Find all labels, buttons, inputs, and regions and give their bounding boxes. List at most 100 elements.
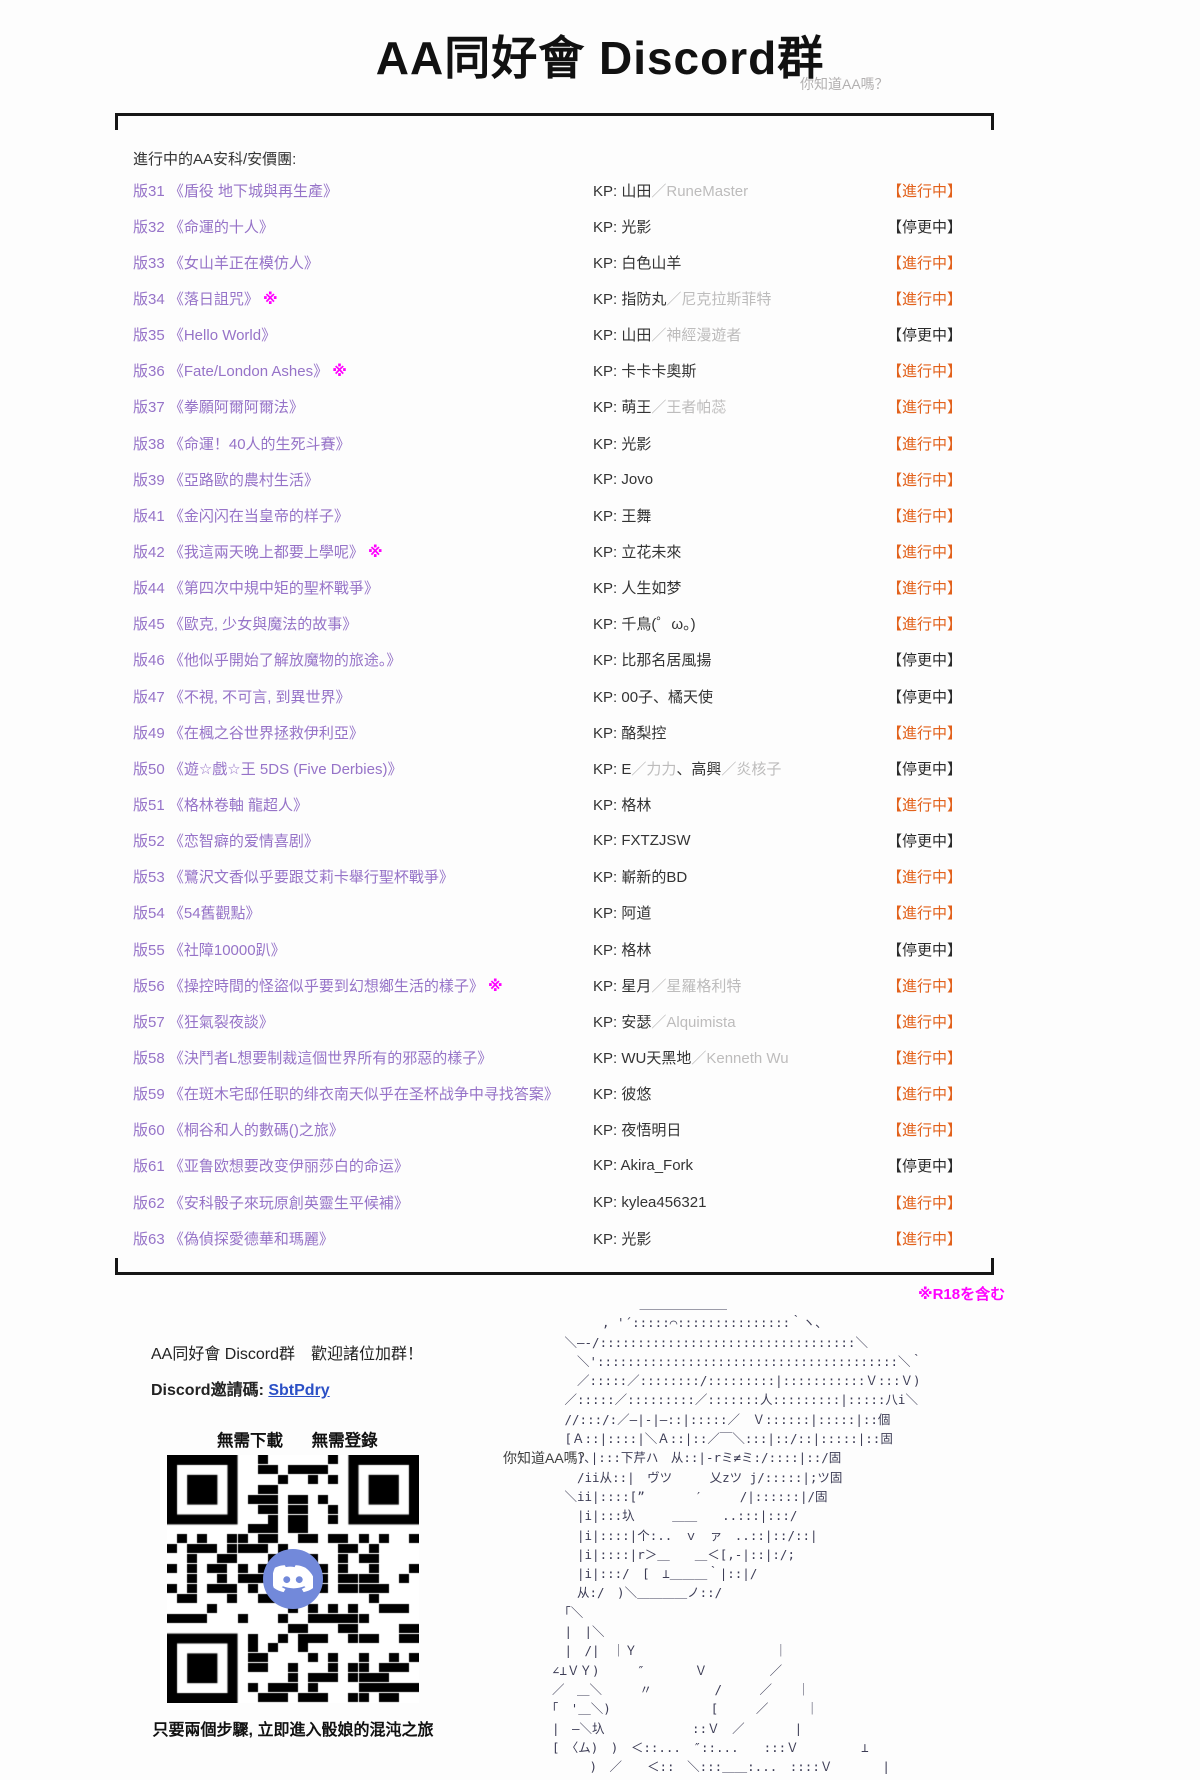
- thread-link[interactable]: 版51 《格林卷軸 龍超人》: [133, 796, 309, 814]
- kp-cell: KP: 千鳥(゜ω。): [593, 616, 696, 634]
- discord-mascot-icon: [273, 1565, 313, 1593]
- thread-link[interactable]: 版63 《偽偵探愛德華和瑪麗》: [133, 1230, 334, 1248]
- list-border-top: [115, 113, 994, 130]
- list-item: 版54 《54舊觀點》 KP: 阿道 【進行中】: [133, 895, 993, 931]
- kp-cell: KP: Akira_Fork: [593, 1157, 694, 1175]
- status-badge: 【停更中】: [887, 1158, 963, 1176]
- list-item: 版47 《不視, 不可言, 到異世界》 KP: 00子、橘天使 【停更中】: [133, 678, 993, 714]
- list-item: 版61 《亚鲁欧想要改变伊丽莎白的命运》 KP: Akira_Fork 【停更中】: [133, 1148, 993, 1184]
- status-badge: 【進行中】: [887, 724, 963, 742]
- thread-title-cell: 版57 《狂氣裂夜談》: [133, 1011, 593, 1032]
- r18-mark: ※: [483, 977, 503, 995]
- status-badge: 【進行中】: [887, 616, 963, 634]
- kp-cell: KP: 彼悠: [593, 1086, 652, 1104]
- thread-link[interactable]: 版33 《女山羊正在模仿人》: [133, 254, 319, 272]
- thread-title-cell: 版31 《盾役 地下城與再生產》: [133, 180, 593, 201]
- thread-title-cell: 版32 《命運的十人》: [133, 216, 593, 237]
- thread-link[interactable]: 版42 《我這兩天晚上都要上學呢》: [133, 543, 364, 561]
- list-item: 版58 《決鬥者L想要制裁這個世界所有的邪惡的樣子》 KP: WU天黑地／Kenn…: [133, 1039, 993, 1075]
- thread-link[interactable]: 版52 《恋智癖的爱情喜剧》: [133, 833, 319, 851]
- tagline-bottom: 你知道AA嗎？: [503, 1450, 592, 1466]
- thread-title-cell: 版34 《落日詛咒》 ※: [133, 288, 593, 309]
- list-item: 版60 《桐谷和人的數碼()之旅》 KP: 夜悟明日 【進行中】: [133, 1112, 993, 1148]
- list-header: 進行中的AA安科/安價團:: [133, 151, 297, 168]
- status-badge: 【進行中】: [887, 363, 963, 381]
- thread-link[interactable]: 版49 《在楓之谷世界拯救伊利亞》: [133, 724, 364, 742]
- thread-link[interactable]: 版34 《落日詛咒》: [133, 290, 259, 308]
- thread-link[interactable]: 版61 《亚鲁欧想要改变伊丽莎白的命运》: [133, 1158, 409, 1176]
- kp-cell: KP: 格林: [593, 796, 652, 814]
- kp-cell: KP: WU天黑地／Kenneth Wu: [593, 1049, 789, 1067]
- kp-cell: KP: 安瑟／Alquimista: [593, 1013, 736, 1031]
- thread-link[interactable]: 版36 《Fate/London Ashes》: [133, 363, 329, 381]
- kp-cell: KP: 山田／神經漫遊者: [593, 327, 742, 345]
- thread-title-cell: 版51 《格林卷軸 龍超人》: [133, 794, 593, 815]
- kp-cell: KP: 人生如梦: [593, 580, 682, 598]
- thread-link[interactable]: 版45 《歐克, 少女與魔法的故事》: [133, 616, 358, 634]
- kp-cell: KP: 光影: [593, 1230, 652, 1248]
- thread-link[interactable]: 版58 《決鬥者L想要制裁這個世界所有的邪惡的樣子》: [133, 1049, 493, 1067]
- thread-title-cell: 版46 《他似乎開始了解放魔物的旅途。》: [133, 649, 593, 670]
- thread-link[interactable]: 版59 《在斑木宅邸任职的绯衣南天似乎在圣杯战争中寻找答案》: [133, 1086, 559, 1104]
- thread-title-cell: 版55 《社障10000趴》: [133, 939, 593, 960]
- list-item: 版46 《他似乎開始了解放魔物的旅途。》 KP: 比那名居風揚 【停更中】: [133, 642, 993, 678]
- no-download-label: 無需下載: [217, 1432, 283, 1450]
- thread-link[interactable]: 版54 《54舊觀點》: [133, 905, 261, 923]
- thread-link[interactable]: 版35 《Hello World》: [133, 327, 277, 345]
- thread-title-cell: 版38 《命運！40人的生死斗賽》: [133, 433, 593, 454]
- list-item: 版38 《命運！40人的生死斗賽》 KP: 光影 【進行中】: [133, 425, 993, 461]
- kp-cell: KP: 嶄新的BD: [593, 869, 688, 887]
- thread-link[interactable]: 版46 《他似乎開始了解放魔物的旅途。》: [133, 652, 402, 670]
- thread-link[interactable]: 版47 《不視, 不可言, 到異世界》: [133, 688, 351, 706]
- thread-title-cell: 版44 《第四次中規中矩的聖杯戰爭》: [133, 577, 593, 598]
- thread-link[interactable]: 版32 《命運的十人》: [133, 218, 274, 236]
- r18-note: ※R18を含む: [918, 1286, 1006, 1303]
- thread-title-cell: 版35 《Hello World》: [133, 324, 593, 345]
- list-item: 版37 《拳願阿爾阿爾法》 KP: 萌王／王者帕蕊 【進行中】: [133, 389, 993, 425]
- list-item: 版42 《我這兩天晚上都要上學呢》 ※ KP: 立花未來 【進行中】: [133, 533, 993, 569]
- kp-cell: KP: 山田／RuneMaster: [593, 182, 749, 200]
- kp-cell: KP: 夜悟明日: [593, 1122, 682, 1140]
- kp-cell: KP: 光影: [593, 218, 652, 236]
- thread-link[interactable]: 版57 《狂氣裂夜談》: [133, 1013, 274, 1031]
- thread-link[interactable]: 版39 《亞路歐的農村生活》: [133, 471, 319, 489]
- tagline-top: 你知道AA嗎？: [800, 76, 889, 92]
- list-item: 版62 《安科骰子來玩原創英靈生平候補》 KP: kylea456321 【進行中】: [133, 1184, 993, 1220]
- invite-label: Discord邀請碼:: [151, 1382, 269, 1399]
- list-item: 版63 《偽偵探愛德華和瑪麗》 KP: 光影 【進行中】: [133, 1220, 993, 1256]
- status-badge: 【進行中】: [887, 1013, 963, 1031]
- kp-cell: KP: kylea456321: [593, 1193, 707, 1211]
- status-badge: 【進行中】: [887, 507, 963, 525]
- thread-link[interactable]: 版56 《操控時間的怪盜似乎要到幻想鄉生活的樣子》: [133, 977, 484, 995]
- invite-code-link[interactable]: SbtPdry: [268, 1382, 330, 1399]
- list-item: 版57 《狂氣裂夜談》 KP: 安瑟／Alquimista 【進行中】: [133, 1003, 993, 1039]
- thread-link[interactable]: 版31 《盾役 地下城與再生產》: [133, 182, 339, 200]
- steps-line: 無需下載 無需登錄: [217, 1427, 378, 1451]
- thread-link[interactable]: 版53 《鷺沢文香似乎要跟艾莉卡舉行聖杯戰爭》: [133, 869, 454, 887]
- status-badge: 【停更中】: [887, 688, 963, 706]
- thread-link[interactable]: 版60 《桐谷和人的數碼()之旅》: [133, 1122, 344, 1140]
- status-badge: 【進行中】: [887, 1194, 963, 1212]
- kp-cell: KP: Jovo: [593, 470, 654, 488]
- thread-title-cell: 版63 《偽偵探愛德華和瑪麗》: [133, 1228, 593, 1249]
- thread-link[interactable]: 版62 《安科骰子來玩原創英靈生平候補》: [133, 1194, 409, 1212]
- thread-link[interactable]: 版50 《遊☆戲☆王 5DS (Five Derbies)》: [133, 760, 403, 778]
- thread-link[interactable]: 版44 《第四次中規中矩的聖杯戰爭》: [133, 580, 379, 598]
- status-badge: 【進行中】: [887, 1122, 963, 1140]
- thread-link[interactable]: 版55 《社障10000趴》: [133, 941, 286, 959]
- status-badge: 【進行中】: [887, 399, 963, 417]
- list-item: 版32 《命運的十人》 KP: 光影 【停更中】: [133, 208, 993, 244]
- thread-link[interactable]: 版38 《命運！40人的生死斗賽》: [133, 435, 351, 453]
- kp-cell: KP: 00子、橘天使: [593, 688, 714, 706]
- thread-link[interactable]: 版41 《金闪闪在当皇帝的样子》: [133, 507, 349, 525]
- list-border-bottom: [115, 1258, 994, 1275]
- status-badge: 【進行中】: [887, 254, 963, 272]
- thread-title-cell: 版42 《我這兩天晚上都要上學呢》 ※: [133, 541, 593, 562]
- status-badge: 【進行中】: [887, 905, 963, 923]
- kp-cell: KP: 阿道: [593, 905, 652, 923]
- thread-link[interactable]: 版37 《拳願阿爾阿爾法》: [133, 399, 304, 417]
- list-item: 版45 《歐克, 少女與魔法的故事》 KP: 千鳥(゜ω。) 【進行中】: [133, 606, 993, 642]
- list-item: 版51 《格林卷軸 龍超人》 KP: 格林 【進行中】: [133, 786, 993, 822]
- thread-title-cell: 版59 《在斑木宅邸任职的绯衣南天似乎在圣杯战争中寻找答案》: [133, 1083, 593, 1104]
- status-badge: 【進行中】: [887, 435, 963, 453]
